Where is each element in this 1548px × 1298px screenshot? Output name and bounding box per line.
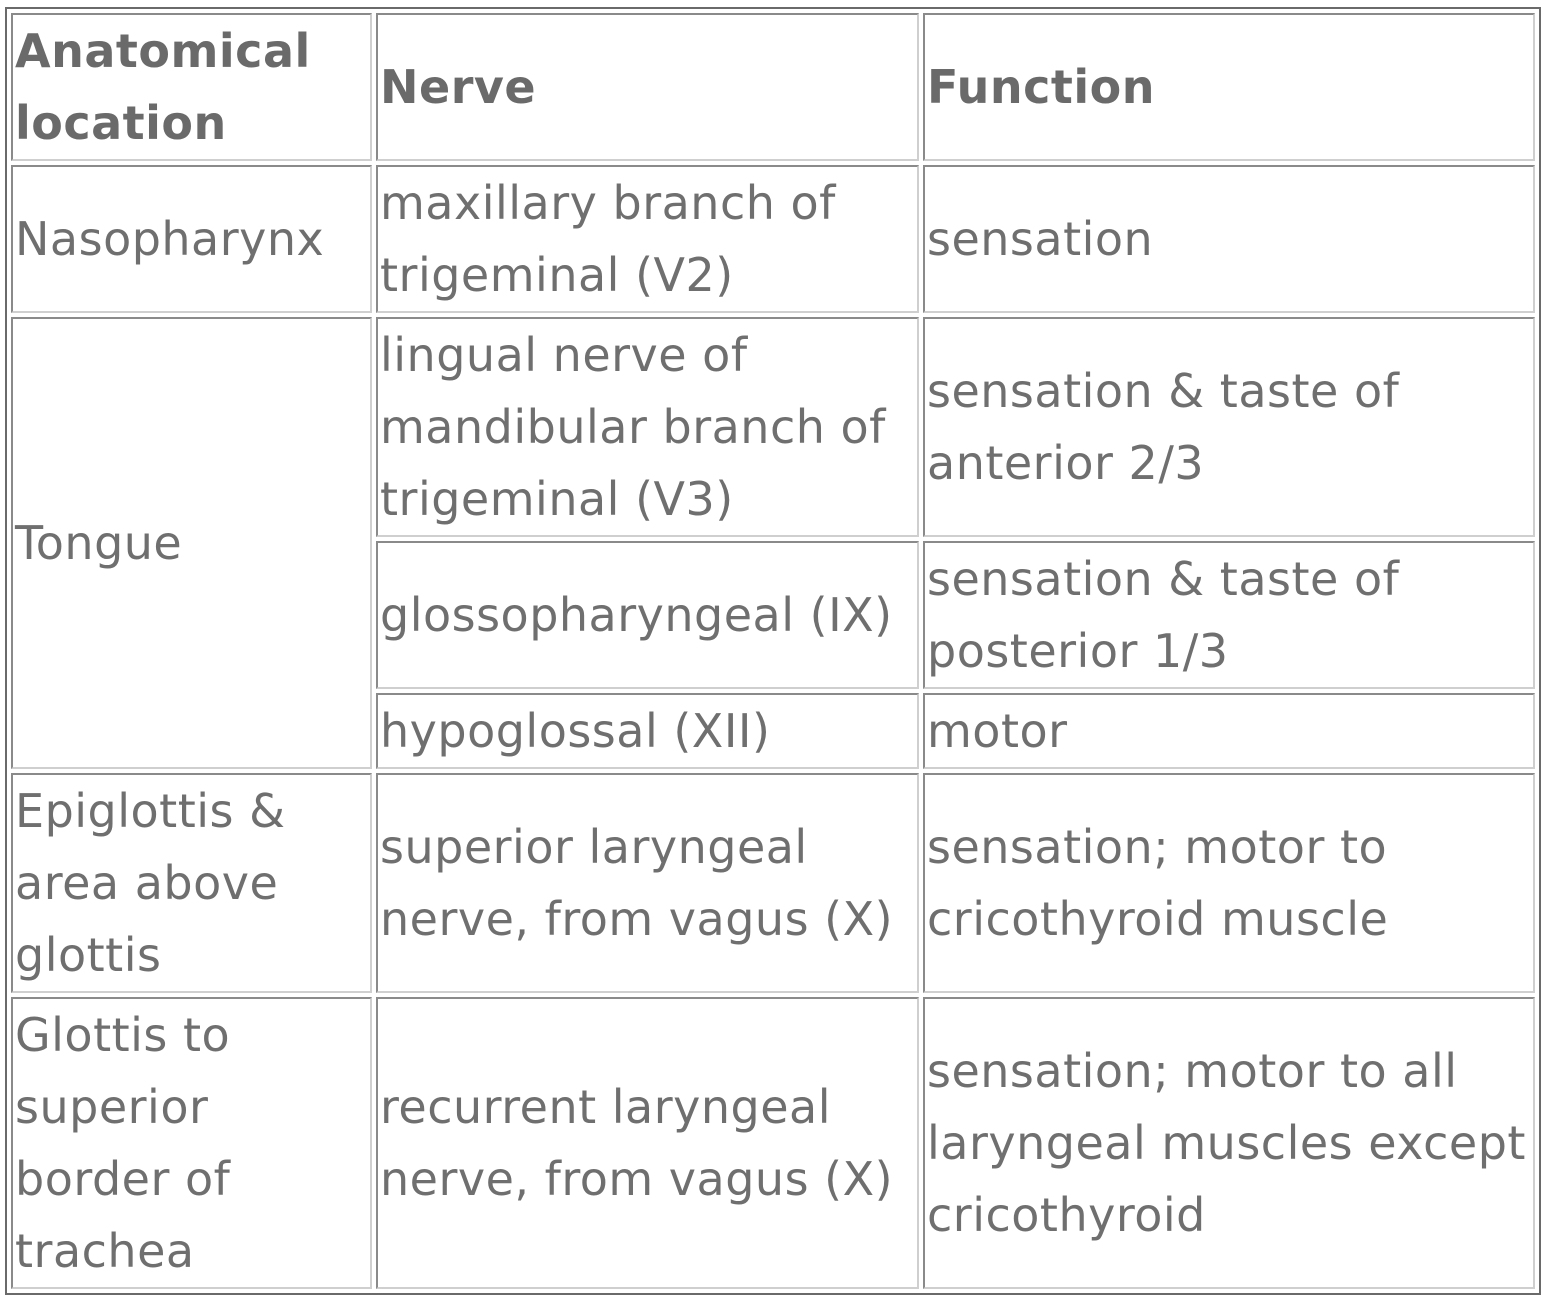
table-row: hypoglossal (XII) motor [11, 693, 1535, 769]
nerve-cell: maxillary branch of trigeminal (V2) [376, 165, 919, 313]
nerve-cell: glossopharyngeal (IX) [376, 541, 919, 689]
function-cell: sensation & taste of posterior 1/3 [923, 541, 1535, 689]
header-nerve: Nerve [376, 13, 919, 161]
table-row: Glottis to superior border of trachea re… [11, 997, 1535, 1289]
location-cell: Glottis to superior border of trachea [11, 997, 372, 1289]
function-cell: sensation; motor to all laryngeal muscle… [923, 997, 1535, 1289]
table-row: glossopharyngeal (IX) sensation & taste … [11, 541, 1535, 689]
nerve-cell: hypoglossal (XII) [376, 693, 919, 769]
nerve-cell: lingual nerve of mandibular branch of tr… [376, 317, 919, 537]
location-cell: Nasopharynx [11, 165, 372, 313]
nerve-cell: recurrent laryngeal nerve, from vagus (X… [376, 997, 919, 1289]
nerve-cell: superior laryngeal nerve, from vagus (X) [376, 773, 919, 993]
header-row: Anatomical location Nerve Function [11, 13, 1535, 161]
table-row: Epiglottis & area above glottis superior… [11, 773, 1535, 993]
location-cell: Epiglottis & area above glottis [11, 773, 372, 993]
function-cell: motor [923, 693, 1535, 769]
header-function: Function [923, 13, 1535, 161]
header-anatomical-location: Anatomical location [11, 13, 372, 161]
nerve-supply-table: Anatomical location Nerve Function Nasop… [5, 7, 1541, 1295]
location-cell: Tongue [11, 317, 372, 769]
table-row: Nasopharynx maxillary branch of trigemin… [11, 165, 1535, 313]
function-cell: sensation; motor to cricothyroid muscle [923, 773, 1535, 993]
table-row: Tongue lingual nerve of mandibular branc… [11, 317, 1535, 769]
function-cell: sensation & taste of anterior 2/3 [923, 317, 1535, 537]
function-cell: sensation [923, 165, 1535, 313]
